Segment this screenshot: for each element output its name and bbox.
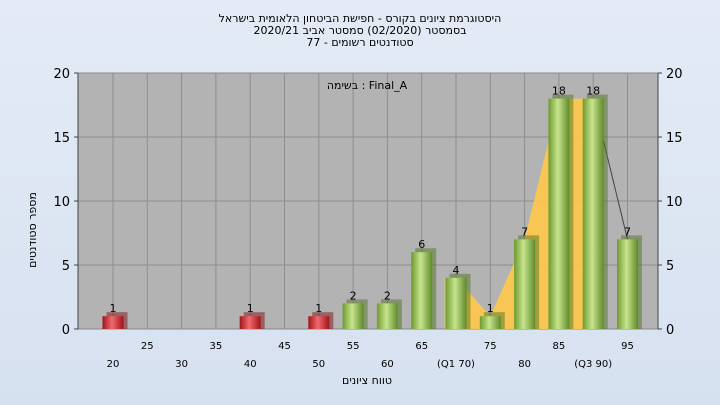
bar-pass — [514, 239, 536, 329]
y-tick-label: 20 — [666, 67, 683, 82]
bar-pass — [342, 303, 364, 329]
y-tick-label: 0 — [666, 323, 674, 338]
bar-pass — [548, 98, 570, 329]
x-tick-label: 35 — [210, 341, 223, 352]
x-axis-ticks: 20 30 40 50 60 (Q1 70) 80 (Q3 90) 25 35 45 55 65 75 85… — [107, 341, 634, 370]
bar-value-label: 6 — [418, 238, 425, 251]
chart-title-line3: סטודנטים רשומים - 77 — [306, 36, 414, 49]
x-axis-label: טווח ציונים — [342, 374, 392, 387]
y-axis-label: מספר סטודנטים — [26, 192, 39, 268]
x-tick-label: (Q1 70) — [437, 359, 475, 370]
bar-fail — [102, 316, 124, 329]
bar-pass — [445, 277, 467, 329]
x-tick-label: 40 — [244, 359, 257, 370]
y-axis-right: 0 5 10 15 20 — [657, 67, 683, 338]
y-tick-label: 0 — [62, 323, 70, 338]
bar-value-label: 1 — [247, 302, 254, 315]
bar-pass — [617, 239, 638, 329]
y-tick-label: 20 — [53, 67, 70, 82]
y-tick-label: 15 — [666, 131, 683, 146]
bar-value-label: 18 — [586, 85, 600, 98]
bar-value-label: 2 — [350, 289, 357, 302]
bar-pass — [582, 98, 604, 329]
y-axis-left: 0 5 10 15 20 — [53, 67, 79, 338]
y-tick-label: 10 — [53, 195, 70, 210]
chart-title-line2: בסמסטר (02/2020) סמסטר אביב 2020/21 — [253, 24, 467, 37]
x-tick-label: (Q3 90) — [574, 359, 612, 370]
x-tick-label: 95 — [621, 341, 634, 352]
bar-value-label: 1 — [110, 302, 117, 315]
y-tick-label: 10 — [666, 195, 683, 210]
bar-pass — [411, 252, 433, 329]
bar-fail — [308, 316, 330, 329]
bar-pass — [479, 316, 501, 329]
x-tick-label: 55 — [347, 341, 360, 352]
x-tick-label: 20 — [107, 359, 120, 370]
bar-value-label: 1 — [315, 302, 322, 315]
bar-labels: 1 1 1 2 2 6 4 1 7 18 18 7 — [110, 85, 632, 316]
bar-value-label: 4 — [453, 264, 460, 277]
x-tick-label: 75 — [484, 341, 497, 352]
bar-value-label: 1 — [487, 302, 494, 315]
chart-annotation: בשימה : Final_A — [327, 79, 408, 92]
bar-value-label: 18 — [552, 85, 566, 98]
x-tick-label: 30 — [175, 359, 188, 370]
y-tick-label: 5 — [62, 259, 70, 274]
bar-value-label: 7 — [521, 225, 528, 238]
bar-value-label: 7 — [624, 225, 631, 238]
x-tick-label: 85 — [553, 341, 566, 352]
y-tick-label: 5 — [666, 259, 674, 274]
x-tick-label: 60 — [381, 359, 394, 370]
bar-fail — [239, 316, 261, 329]
x-tick-label: 65 — [415, 341, 428, 352]
x-tick-label: 80 — [518, 359, 531, 370]
chart-title-line1: היסטוגרמת ציונים בקורס - חפישת הביטחון ה… — [218, 12, 502, 25]
x-tick-label: 45 — [278, 341, 291, 352]
x-tick-label: 50 — [312, 359, 325, 370]
bar-value-label: 2 — [384, 289, 391, 302]
bar-pass — [376, 303, 398, 329]
y-tick-label: 15 — [53, 131, 70, 146]
x-tick-label: 25 — [141, 341, 154, 352]
bars-group — [102, 94, 642, 329]
